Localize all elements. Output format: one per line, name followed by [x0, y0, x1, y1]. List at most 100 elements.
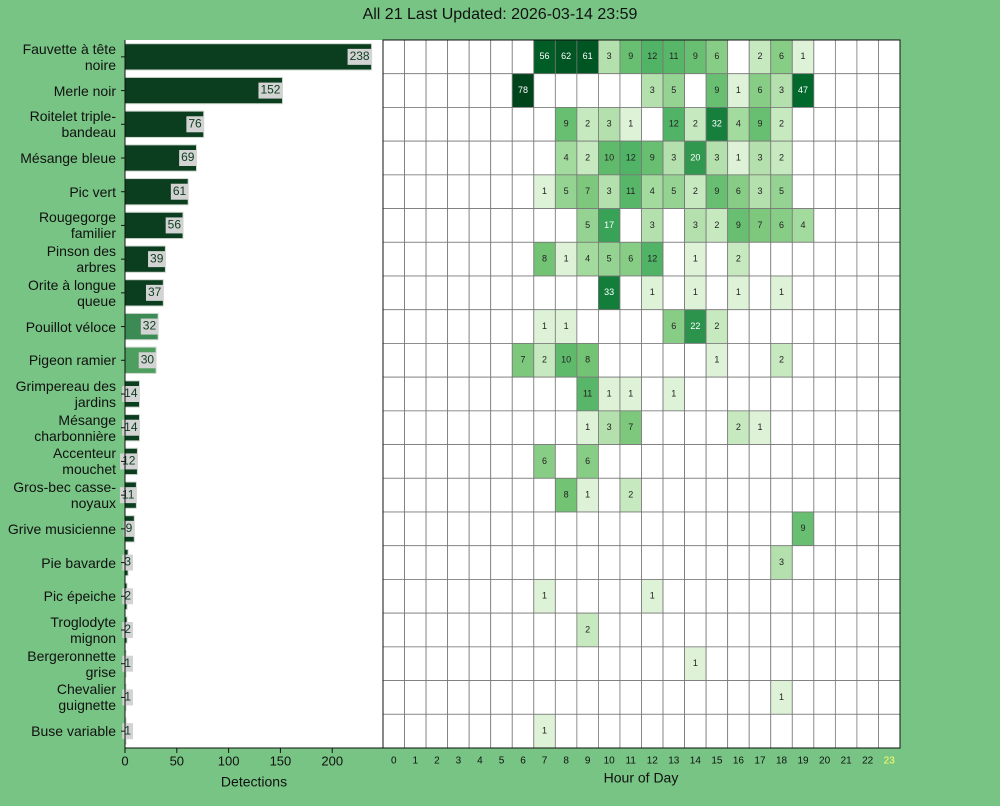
empty-cell — [834, 579, 858, 614]
empty-cell — [468, 208, 492, 243]
empty-cell — [770, 309, 793, 344]
cell-label: 2 — [693, 119, 698, 129]
x-tick-label: 12 — [647, 756, 659, 767]
cell-label: 1 — [585, 490, 590, 500]
cell-label: 9 — [714, 186, 719, 196]
cell-label: 7 — [757, 220, 762, 230]
value-label: 56 — [168, 218, 182, 232]
empty-cell — [490, 579, 513, 614]
empty-cell — [511, 477, 535, 513]
value-label-box — [148, 251, 166, 268]
empty-cell — [382, 477, 405, 513]
empty-cell — [425, 174, 449, 209]
empty-cell — [468, 174, 492, 209]
empty-cell — [511, 140, 535, 176]
empty-cell — [791, 140, 815, 176]
empty-cell — [748, 241, 772, 277]
empty-cell — [748, 713, 772, 749]
empty-cell — [878, 241, 901, 277]
empty-cell — [878, 680, 901, 715]
empty-cell — [791, 241, 815, 277]
empty-cell — [662, 241, 685, 277]
empty-cell — [382, 612, 405, 648]
empty-cell — [598, 73, 621, 108]
value-label-box — [165, 217, 184, 234]
empty-cell — [878, 579, 901, 614]
empty-cell — [468, 444, 492, 479]
empty-cell — [619, 612, 642, 648]
empty-cell — [662, 208, 685, 243]
empty-cell — [490, 174, 513, 209]
cell-label: 78 — [518, 85, 528, 95]
cell-label: 9 — [693, 51, 698, 61]
empty-cell — [813, 545, 836, 580]
empty-cell — [576, 511, 599, 547]
empty-cell — [576, 545, 599, 580]
cell-label: 2 — [628, 490, 633, 500]
empty-cell — [684, 612, 707, 648]
empty-cell — [425, 309, 449, 344]
empty-cell — [576, 680, 599, 715]
category-label: Gros-bec casse-noyaux — [13, 479, 116, 512]
cell-label: 12 — [647, 254, 657, 264]
empty-cell — [813, 680, 836, 715]
x-tick-label: 200 — [321, 753, 343, 768]
value-label: 9 — [126, 521, 133, 535]
empty-cell — [705, 579, 729, 614]
empty-cell — [684, 477, 707, 513]
value-label: 14 — [124, 386, 138, 400]
empty-cell — [813, 444, 836, 479]
value-label: 1 — [124, 723, 131, 737]
empty-cell — [468, 612, 492, 648]
cell-label: 1 — [607, 388, 612, 398]
empty-cell — [404, 275, 427, 311]
cell-label: 3 — [607, 51, 612, 61]
empty-cell — [554, 713, 578, 749]
empty-cell — [382, 579, 405, 614]
empty-cell — [791, 275, 815, 311]
empty-cell — [468, 477, 492, 513]
empty-cell — [404, 73, 427, 108]
cell-label: 3 — [607, 422, 612, 432]
value-label: 3 — [124, 555, 131, 569]
empty-cell — [447, 444, 470, 479]
empty-cell — [641, 477, 664, 513]
value-label-box — [123, 520, 135, 537]
cell-label: 9 — [714, 85, 719, 95]
empty-cell — [554, 208, 578, 243]
empty-cell — [705, 680, 729, 715]
empty-cell — [813, 107, 836, 142]
cell-label: 1 — [628, 119, 633, 129]
empty-cell — [382, 713, 405, 749]
cell-label: 3 — [779, 85, 784, 95]
empty-cell — [404, 646, 427, 681]
empty-cell — [705, 477, 729, 513]
empty-cell — [813, 713, 836, 749]
cell-label: 2 — [714, 321, 719, 331]
empty-cell — [382, 646, 405, 681]
value-label-box — [140, 318, 159, 335]
empty-cell — [447, 713, 470, 749]
empty-cell — [834, 477, 858, 513]
empty-cell — [425, 545, 449, 580]
empty-cell — [425, 713, 449, 749]
empty-cell — [447, 140, 470, 176]
empty-cell — [382, 343, 405, 378]
empty-cell — [468, 545, 492, 580]
cell-label: 11 — [583, 388, 592, 398]
empty-cell — [856, 343, 879, 378]
x-tick-label: 21 — [841, 756, 853, 767]
cell-label: 1 — [714, 355, 719, 365]
value-label-box — [122, 723, 133, 740]
empty-cell — [705, 444, 729, 479]
empty-cell — [490, 511, 513, 547]
x-tick-label: 100 — [218, 753, 240, 768]
cell-label: 6 — [542, 456, 547, 466]
empty-cell — [748, 275, 772, 311]
empty-cell — [641, 376, 664, 412]
empty-cell — [490, 410, 513, 445]
category-label: Accenteur mouchet — [52, 445, 116, 478]
empty-cell — [382, 140, 405, 176]
empty-cell — [727, 545, 750, 580]
empty-cell — [598, 309, 621, 344]
